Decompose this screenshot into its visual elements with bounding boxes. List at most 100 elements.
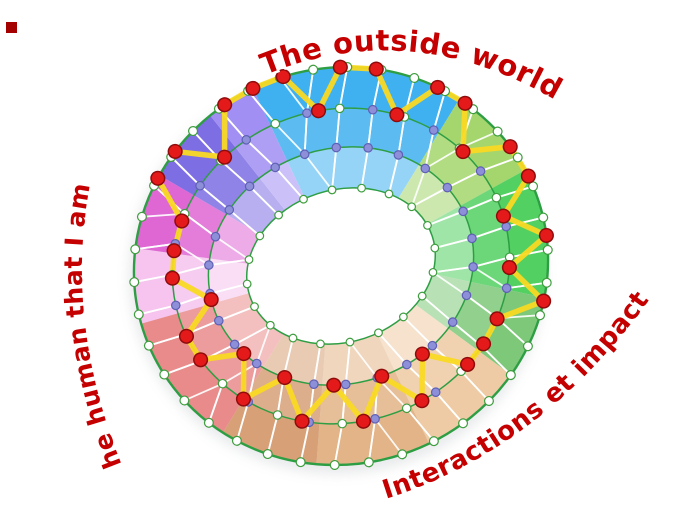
spoke-line — [183, 212, 217, 238]
graph-node-red — [495, 208, 511, 224]
sector-tan-light — [377, 304, 512, 444]
spoke-line — [410, 167, 427, 208]
graph-node-red — [414, 346, 430, 362]
spoke-line — [471, 225, 508, 240]
graph-node-red — [294, 413, 310, 429]
spoke-line — [421, 295, 454, 324]
graph-node — [130, 244, 141, 255]
graph-node — [458, 418, 469, 429]
inner-fade-overlay — [208, 146, 474, 386]
graph-node — [262, 449, 273, 460]
graph-node — [129, 277, 140, 288]
spoke-line — [402, 316, 434, 347]
graph-node — [340, 379, 351, 390]
graph-node-red — [460, 356, 476, 372]
graph-node — [244, 255, 254, 265]
graph-node-red — [277, 370, 293, 386]
graph-node — [541, 277, 552, 288]
graph-node — [250, 302, 259, 312]
spoke-line — [171, 264, 210, 276]
graph-node — [224, 205, 235, 215]
graph-node-red — [166, 243, 182, 259]
graph-node — [475, 166, 486, 176]
graph-node — [270, 162, 281, 173]
graph-node — [136, 211, 147, 222]
graph-node — [159, 369, 170, 380]
spoke-line — [462, 196, 498, 213]
graph-node-red — [245, 80, 261, 96]
graph-node — [428, 125, 439, 135]
graph-node-red — [489, 311, 505, 327]
graph-node — [272, 410, 283, 420]
graph-node — [210, 231, 221, 242]
spoke-line — [397, 116, 406, 156]
graph-node-red — [332, 59, 348, 75]
spoke-line — [446, 170, 482, 189]
sector-tan-dark — [222, 333, 326, 465]
graph-node-red — [538, 227, 554, 243]
graph-node — [295, 457, 306, 468]
sector-violet — [210, 88, 305, 211]
graph-node-red — [502, 139, 518, 155]
graph-node-red — [536, 293, 552, 309]
graph-node — [302, 108, 312, 118]
spoke-line — [266, 414, 279, 455]
graph-node — [203, 417, 214, 428]
graph-node — [337, 418, 348, 429]
graph-node — [492, 126, 503, 137]
graph-node — [244, 181, 255, 192]
spoke-line — [472, 266, 508, 290]
graph-node-red — [174, 213, 190, 229]
graph-node — [229, 339, 240, 350]
graph-node — [428, 436, 439, 447]
spoke-line — [209, 283, 249, 295]
graph-node — [170, 300, 181, 311]
corner-marker — [6, 22, 17, 33]
graph-node — [334, 103, 345, 114]
graph-node — [442, 182, 453, 193]
spoke-line — [221, 362, 258, 385]
graph-node — [409, 72, 420, 83]
graph-node — [270, 118, 281, 129]
spoke-line — [220, 159, 251, 188]
spoke-line — [236, 401, 250, 442]
graph-node — [329, 459, 340, 470]
spoke-line — [233, 324, 272, 346]
graph-node — [299, 194, 308, 204]
sector-purple — [159, 115, 285, 235]
spoke-line — [432, 266, 475, 274]
spoke-line — [331, 146, 338, 191]
graph-node-red — [520, 168, 536, 184]
spoke-line — [341, 383, 347, 425]
graph-node-red — [374, 368, 390, 384]
spoke-line — [299, 421, 311, 464]
graph-node — [535, 310, 546, 321]
graph-node — [327, 185, 337, 195]
spoke-line — [303, 153, 333, 191]
graph-node-red — [310, 103, 327, 119]
graph-node-red — [457, 95, 473, 111]
graph-node — [367, 104, 378, 115]
graph-node — [242, 279, 252, 289]
graph-node — [401, 403, 412, 414]
graph-node-red — [203, 291, 219, 308]
graph-node — [522, 341, 533, 352]
spoke-line — [274, 122, 306, 156]
spoke-line — [433, 237, 473, 249]
graph-node-red — [178, 328, 195, 344]
label-human-that-i-am-text: The human that I am — [0, 0, 129, 475]
spoke-line — [303, 112, 308, 156]
spoke-line — [434, 391, 464, 425]
spoke-line — [183, 382, 224, 402]
graph-node-red — [217, 149, 233, 165]
graph-node — [374, 328, 383, 338]
spoke-line — [207, 258, 250, 266]
spoke-line — [367, 417, 377, 464]
graph-node — [397, 449, 408, 460]
spoke-line — [305, 68, 315, 115]
graph-node-red — [414, 393, 430, 409]
graph-node — [255, 231, 265, 241]
spoke-line — [426, 210, 465, 227]
